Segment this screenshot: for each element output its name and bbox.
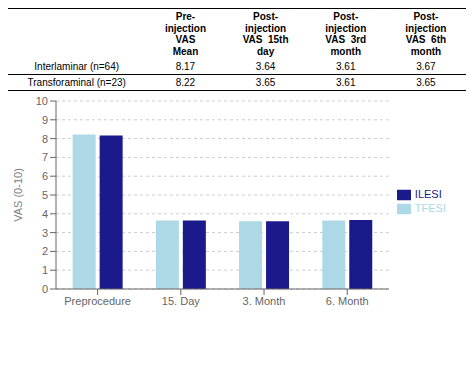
- html-text:Post- injection VAS 15th day: Post- injection VAS 15th day: [242, 11, 289, 57]
- html-text:3.64: 3.64: [255, 61, 276, 72]
- svg-text:VAS (0-10): VAS (0-10): [12, 168, 24, 222]
- svg-text:6: 6: [42, 170, 48, 182]
- html-text:8.17: 8.17: [175, 61, 196, 72]
- svg-text:4: 4: [42, 208, 48, 220]
- svg-text:9: 9: [42, 114, 48, 126]
- svg-text:Preprocedure: Preprocedure: [64, 295, 131, 307]
- svg-text:3: 3: [42, 227, 48, 239]
- svg-text:1: 1: [42, 264, 48, 276]
- html-text:Transforaminal (n=23): Transforaminal (n=23): [27, 77, 126, 88]
- html-text:ILESI: ILESI: [414, 187, 442, 200]
- svg-text:2: 2: [42, 245, 48, 257]
- svg-text:3. Month: 3. Month: [243, 295, 286, 307]
- html-text:Post- injection VAS 3rd month: Post- injection VAS 3rd month: [325, 11, 367, 57]
- svg-text:10: 10: [36, 95, 48, 107]
- html-text:TFESI: TFESI: [414, 202, 446, 214]
- html-text:3.65: 3.65: [255, 77, 276, 88]
- html-text:8.22: 8.22: [175, 77, 196, 88]
- html-text:3.61: 3.61: [336, 77, 356, 88]
- html-text:3.61: 3.61: [336, 61, 356, 72]
- svg-text:5: 5: [42, 189, 48, 201]
- svg-text:8: 8: [42, 133, 48, 145]
- html-text:3.67: 3.67: [416, 61, 436, 72]
- svg-text:6. Month: 6. Month: [326, 295, 369, 307]
- html-text:3.65: 3.65: [416, 77, 436, 88]
- html-text:Interlaminar (n=64): Interlaminar (n=64): [34, 61, 120, 72]
- svg-text:7: 7: [42, 151, 48, 163]
- html-text:Pre- injection VAS Mean: Pre- injection VAS Mean: [164, 11, 206, 57]
- svg-text:0: 0: [42, 283, 48, 295]
- svg-text:15. Day: 15. Day: [162, 295, 200, 307]
- html-text:Post- injection VAS 6th month: Post- injection VAS 6th month: [405, 11, 447, 57]
